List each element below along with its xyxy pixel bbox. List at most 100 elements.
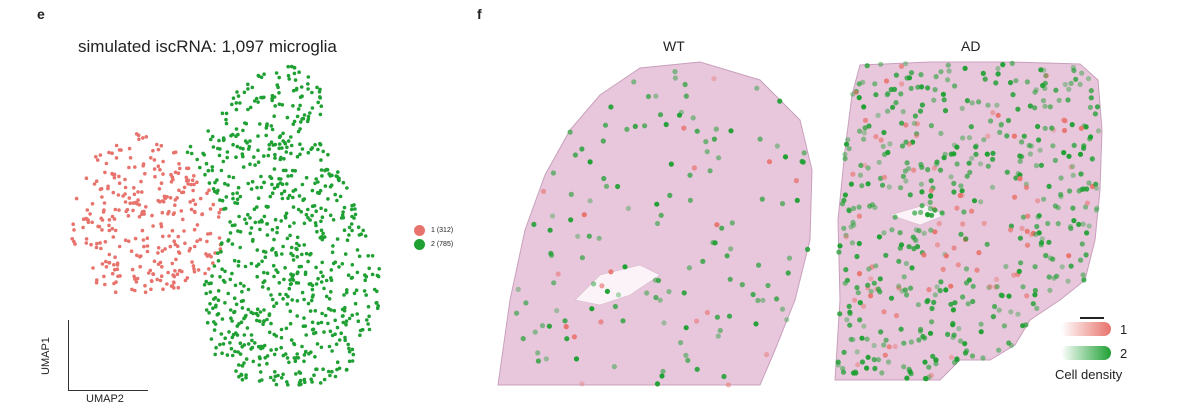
ad-spot-cluster-2 bbox=[934, 284, 940, 290]
ad-spot-cluster-2 bbox=[837, 243, 843, 249]
ad-spot-cluster-2 bbox=[926, 364, 932, 370]
umap-point-cluster-2 bbox=[342, 228, 347, 232]
ad-spot-cluster-2 bbox=[940, 91, 947, 97]
umap-point-cluster-1 bbox=[132, 186, 136, 190]
umap-point-cluster-1 bbox=[195, 239, 199, 243]
umap-point-cluster-2 bbox=[220, 317, 225, 321]
ad-spot-cluster-2 bbox=[877, 276, 883, 282]
ad-spot-cluster-2 bbox=[1067, 224, 1073, 230]
umap-point-cluster-2 bbox=[274, 334, 279, 338]
umap-point-cluster-1 bbox=[139, 212, 144, 216]
umap-point-cluster-2 bbox=[295, 254, 300, 259]
ad-spot-cluster-1 bbox=[936, 221, 942, 227]
umap-point-cluster-2 bbox=[279, 335, 284, 340]
umap-point-cluster-2 bbox=[263, 356, 268, 360]
umap-point-cluster-2 bbox=[255, 307, 260, 312]
wt-spot-cluster-2 bbox=[750, 291, 756, 298]
ad-spot-cluster-2 bbox=[1067, 188, 1073, 194]
umap-point-cluster-2 bbox=[206, 129, 210, 133]
ad-spot-cluster-1 bbox=[969, 208, 975, 214]
ad-spot-cluster-2 bbox=[927, 330, 934, 336]
ad-spot-cluster-2 bbox=[897, 230, 903, 236]
wt-spot-cluster-2 bbox=[687, 172, 693, 178]
ad-spot-cluster-1 bbox=[1012, 194, 1018, 200]
umap-point-cluster-2 bbox=[208, 290, 213, 294]
umap-point-cluster-1 bbox=[113, 228, 118, 233]
umap-point-cluster-1 bbox=[86, 218, 90, 222]
density-gradient-cluster-1 bbox=[1061, 322, 1111, 336]
umap-point-cluster-2 bbox=[295, 314, 300, 318]
ad-spot-cluster-2 bbox=[1020, 214, 1027, 220]
umap-point-cluster-2 bbox=[347, 316, 352, 321]
ad-spot-cluster-2 bbox=[966, 160, 972, 166]
ad-spot-cluster-2 bbox=[1066, 153, 1072, 159]
umap-point-cluster-2 bbox=[363, 273, 367, 277]
ad-spot-cluster-2 bbox=[928, 123, 935, 129]
umap-point-cluster-2 bbox=[256, 262, 261, 267]
umap-point-cluster-1 bbox=[144, 135, 149, 139]
ad-spot-cluster-2 bbox=[1037, 147, 1043, 153]
umap-point-cluster-2 bbox=[317, 90, 322, 94]
umap-point-cluster-2 bbox=[255, 274, 259, 279]
wt-spot-cluster-2 bbox=[514, 310, 520, 316]
ad-spot-cluster-2 bbox=[1038, 162, 1044, 168]
umap-point-cluster-2 bbox=[302, 243, 307, 247]
ad-spot-cluster-1 bbox=[960, 221, 966, 227]
wt-spot-cluster-1 bbox=[599, 283, 605, 289]
wt-spot-cluster-1 bbox=[571, 334, 578, 340]
umap-point-cluster-2 bbox=[283, 266, 287, 270]
ad-spot-cluster-2 bbox=[908, 285, 914, 291]
umap-point-cluster-2 bbox=[313, 143, 317, 147]
umap-point-cluster-1 bbox=[132, 274, 136, 279]
ad-spot-cluster-2 bbox=[881, 342, 887, 348]
umap-point-cluster-1 bbox=[94, 179, 99, 183]
umap-point-cluster-2 bbox=[306, 82, 310, 86]
umap-point-cluster-2 bbox=[262, 279, 267, 283]
ad-spot-cluster-2 bbox=[1024, 79, 1030, 85]
ad-spot-cluster-2 bbox=[1020, 284, 1026, 290]
ad-spot-cluster-2 bbox=[876, 159, 882, 165]
umap-point-cluster-2 bbox=[302, 316, 306, 320]
wt-spot-cluster-2 bbox=[550, 213, 556, 219]
ad-spot-cluster-1 bbox=[873, 134, 879, 140]
umap-point-cluster-2 bbox=[297, 383, 302, 387]
umap-point-cluster-2 bbox=[265, 317, 269, 322]
umap-point-cluster-2 bbox=[298, 103, 302, 108]
umap-point-cluster-2 bbox=[276, 183, 280, 187]
umap-point-cluster-2 bbox=[231, 192, 235, 196]
ad-spot-cluster-2 bbox=[980, 355, 986, 361]
wt-spot-cluster-2 bbox=[755, 297, 761, 304]
umap-point-cluster-1 bbox=[204, 252, 208, 256]
umap-point-cluster-2 bbox=[259, 95, 263, 100]
umap-point-cluster-1 bbox=[150, 279, 154, 284]
umap-point-cluster-2 bbox=[248, 105, 253, 110]
umap-point-cluster-2 bbox=[302, 353, 307, 357]
umap-point-cluster-2 bbox=[254, 318, 259, 323]
ad-spot-cluster-2 bbox=[931, 97, 937, 103]
ad-spot-cluster-2 bbox=[951, 180, 957, 186]
umap-point-cluster-2 bbox=[211, 306, 215, 311]
ad-spot-cluster-2 bbox=[1087, 136, 1093, 142]
umap-point-cluster-2 bbox=[295, 271, 300, 276]
umap-point-cluster-1 bbox=[217, 236, 222, 240]
wt-spot-cluster-2 bbox=[535, 358, 542, 364]
umap-point-cluster-2 bbox=[372, 287, 377, 292]
ad-spot-cluster-2 bbox=[1009, 60, 1015, 66]
umap-point-cluster-2 bbox=[256, 134, 260, 138]
ad-spot-cluster-2 bbox=[1018, 260, 1024, 266]
umap-point-cluster-2 bbox=[219, 249, 223, 254]
umap-point-cluster-2 bbox=[233, 283, 238, 288]
umap-point-cluster-2 bbox=[240, 289, 244, 294]
umap-point-cluster-2 bbox=[294, 356, 299, 360]
umap-point-cluster-2 bbox=[281, 244, 285, 249]
umap-point-cluster-2 bbox=[277, 281, 282, 285]
umap-point-cluster-1 bbox=[150, 213, 154, 218]
umap-point-cluster-2 bbox=[303, 350, 308, 354]
ad-spot-cluster-2 bbox=[1050, 143, 1056, 149]
ad-spot-cluster-2 bbox=[850, 219, 856, 225]
umap-point-cluster-1 bbox=[208, 207, 213, 211]
ad-spot-cluster-2 bbox=[925, 85, 931, 91]
umap-point-cluster-2 bbox=[361, 228, 366, 233]
ad-spot-cluster-2 bbox=[1094, 185, 1100, 191]
ad-spot-cluster-2 bbox=[898, 326, 904, 332]
